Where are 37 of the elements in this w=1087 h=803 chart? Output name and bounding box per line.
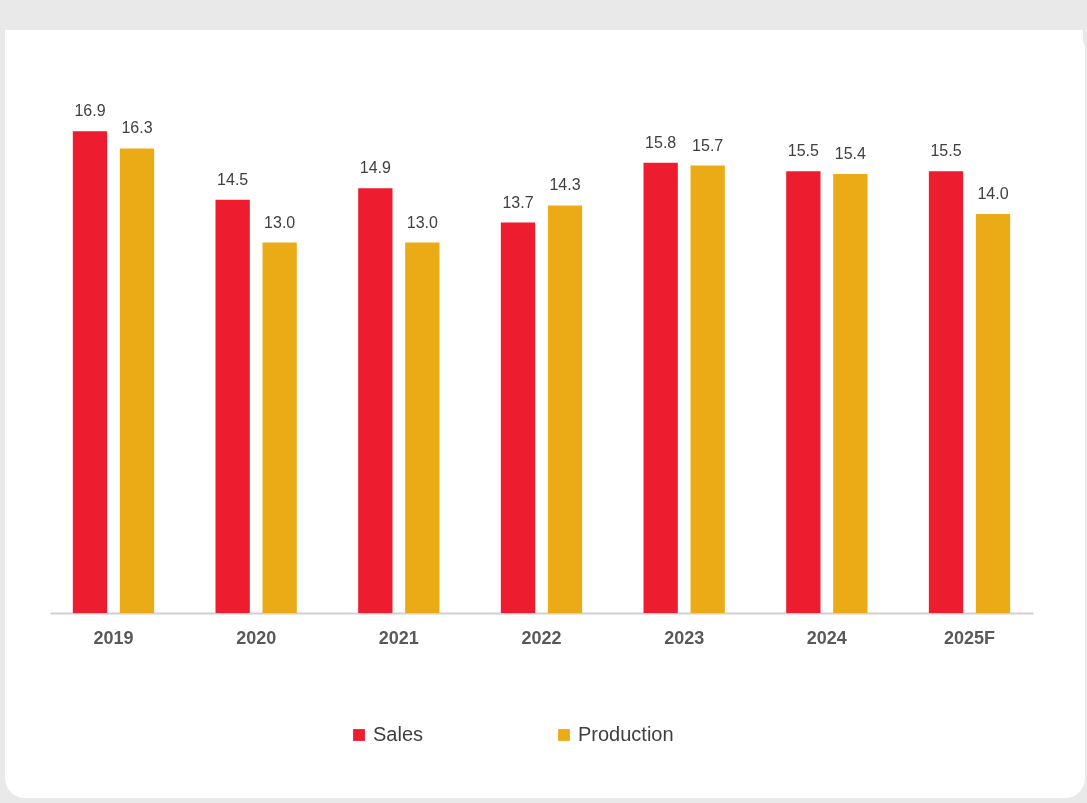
data-label: 14.9 [359,159,391,177]
legend-label: Production [578,723,674,745]
bar [547,205,583,613]
x-tick-label: 2023 [664,627,705,648]
data-label: 16.9 [74,102,106,120]
data-label: 14.5 [217,170,249,188]
data-label: 15.8 [645,133,677,151]
data-label: 15.5 [787,142,820,160]
data-label: 15.5 [930,142,962,160]
bar [643,162,678,613]
bar [405,242,440,613]
data-label: 13.0 [264,213,296,231]
x-tick-label: 2021 [378,627,419,648]
legend-label: Sales [373,723,424,745]
bar [119,148,155,613]
bar [786,171,821,613]
bar [262,242,297,613]
data-label: 13.0 [406,213,438,231]
x-tick-label: 2019 [93,627,134,648]
data-label: 14.0 [977,185,1009,202]
x-tick-label: 2024 [806,627,847,648]
x-tick-label: 2022 [521,627,562,648]
bar [72,131,108,613]
data-label: 14.3 [549,176,581,194]
bar [975,214,1011,613]
data-label: 13.7 [502,193,534,211]
data-label: 15.7 [692,136,724,154]
bar [833,174,868,613]
bar [500,222,536,613]
x-tick-label: 2020 [236,627,277,648]
data-label: 16.3 [121,119,153,137]
bar [690,165,725,613]
bar [928,171,964,613]
data-label: 15.4 [834,145,867,163]
x-tick-label: 2025F [943,627,996,648]
bar [358,188,393,613]
bar [215,199,250,613]
